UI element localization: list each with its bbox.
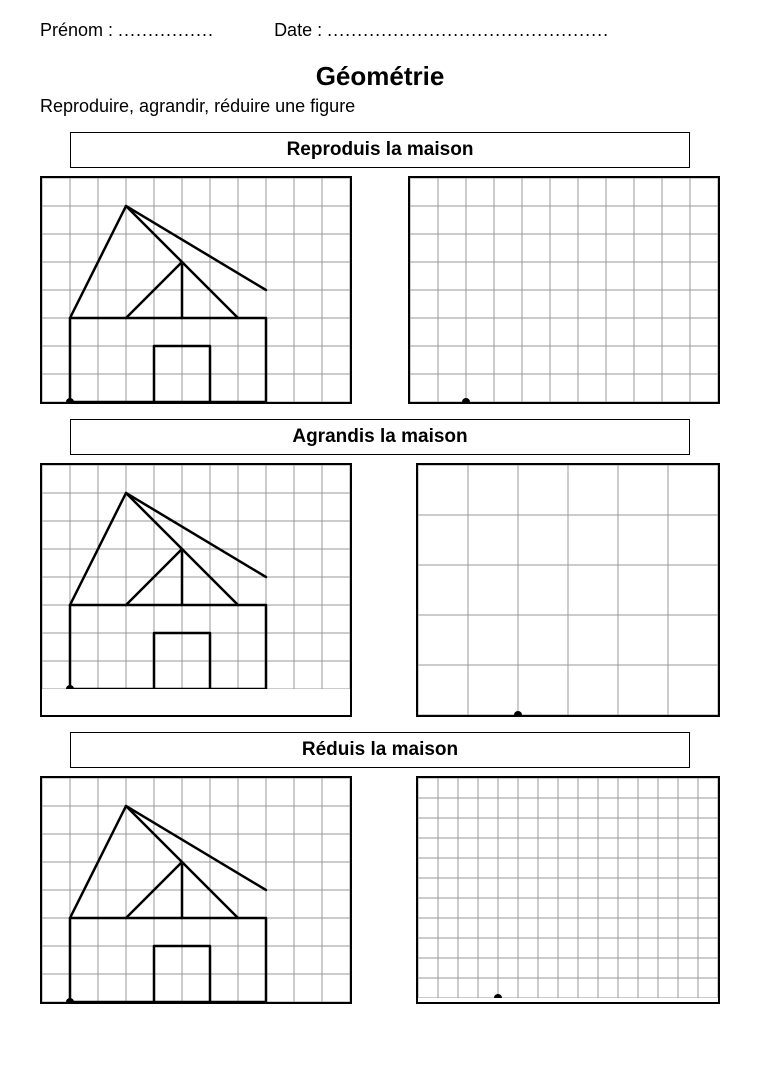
date-field: Date : .................................…	[274, 20, 609, 41]
section2-row	[40, 463, 720, 717]
date-dots: ........................................…	[327, 20, 609, 40]
name-field: Prénom : ................	[40, 20, 214, 41]
name-label: Prénom :	[40, 20, 113, 40]
section1-target-grid	[408, 176, 720, 404]
section1-row	[40, 176, 720, 404]
section2-header: Agrandis la maison	[70, 419, 690, 455]
header-fields: Prénom : ................ Date : .......…	[40, 20, 720, 41]
date-label: Date :	[274, 20, 322, 40]
name-dots: ................	[118, 20, 214, 40]
section3-source-grid	[40, 776, 352, 1004]
page-title: Géométrie	[40, 61, 720, 92]
page-subtitle: Reproduire, agrandir, réduire une figure	[40, 96, 720, 117]
section1-source-grid	[40, 176, 352, 404]
section3-target-grid	[416, 776, 720, 1004]
worksheet-page: Prénom : ................ Date : .......…	[0, 0, 760, 1039]
section1-header: Reproduis la maison	[70, 132, 690, 168]
section2-source-grid	[40, 463, 352, 717]
section3-row	[40, 776, 720, 1004]
section3-header: Réduis la maison	[70, 732, 690, 768]
section2-target-grid	[416, 463, 720, 717]
